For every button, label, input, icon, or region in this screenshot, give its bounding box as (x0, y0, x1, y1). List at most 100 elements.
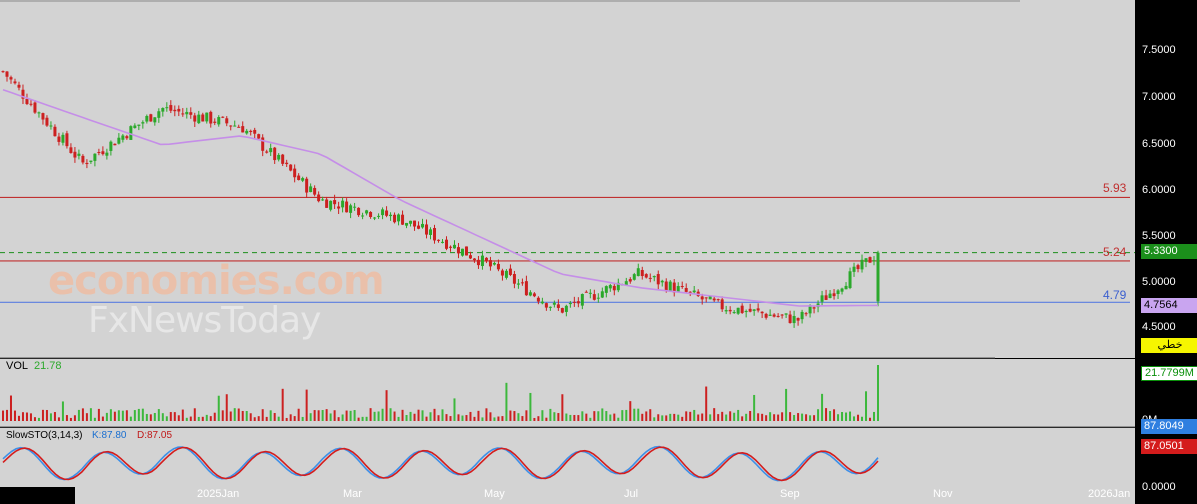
candle-body (840, 288, 844, 292)
volume-bar (69, 417, 72, 421)
price-axis-label: 6.5000 (1142, 138, 1176, 150)
volume-bar (465, 415, 468, 421)
candle-body (409, 220, 413, 224)
volume-bar (245, 411, 248, 421)
candle-body (437, 239, 441, 241)
volume-bar (633, 408, 636, 421)
volume-bar (141, 408, 144, 421)
candle-body (784, 313, 788, 315)
time-axis-label: Nov (933, 488, 953, 500)
volume-bar (541, 410, 544, 421)
volume-bar (517, 413, 520, 421)
candle-body (844, 285, 848, 290)
volume-bar (109, 409, 112, 421)
candle-body (129, 126, 133, 140)
candle-body (109, 141, 113, 151)
volume-bar (237, 408, 240, 421)
volume-bar (769, 412, 772, 421)
volume-bar (225, 394, 228, 421)
candle-body (285, 162, 289, 165)
candle-body (105, 152, 109, 156)
candle-body (125, 136, 129, 139)
candle-body (117, 137, 121, 144)
candle-body (417, 225, 421, 229)
candle-body (377, 215, 381, 217)
volume-bar (849, 411, 852, 421)
candle-body (804, 313, 808, 315)
volume-bar (429, 412, 432, 421)
volume-bar (745, 413, 748, 421)
candle-body (265, 151, 269, 153)
candle-body (113, 143, 117, 146)
volume-bar (309, 413, 312, 421)
candle-body (848, 271, 852, 289)
candle-body (201, 114, 205, 122)
candle-body (197, 114, 201, 124)
volume-bar (405, 414, 408, 421)
candle-body (365, 210, 369, 214)
candle-body (544, 303, 548, 308)
candle-body (65, 133, 69, 147)
volume-bar (845, 412, 848, 421)
candle-body (756, 308, 760, 311)
candle-body (528, 292, 532, 296)
volume-bar (253, 417, 256, 421)
candle-body (373, 217, 377, 219)
volume-panel (0, 359, 1135, 427)
candle-body (425, 224, 429, 235)
candle-body (500, 270, 504, 276)
candle-body (808, 305, 812, 314)
candle-body (225, 118, 229, 124)
volume-bar (337, 417, 340, 421)
volume-bar (637, 408, 640, 421)
chart-mode-button[interactable]: خطي (1141, 338, 1197, 353)
volume-bar (697, 414, 700, 421)
volume-bar (645, 411, 648, 421)
volume-bar (737, 409, 740, 421)
volume-bar (73, 415, 76, 421)
volume-value: 21.78 (34, 360, 62, 372)
volume-bar (49, 413, 52, 421)
volume-bar (385, 390, 388, 421)
volume-bar (497, 416, 500, 421)
volume-bar (349, 410, 352, 421)
candle-body (632, 274, 636, 280)
volume-bar (77, 409, 80, 421)
candle-body (317, 194, 321, 202)
volume-bar (481, 417, 484, 421)
stoch-d-label: D:87.05 (137, 430, 173, 441)
candle-body (516, 283, 520, 285)
volume-bar (657, 414, 660, 421)
volume-bar (373, 411, 376, 421)
candle-body (448, 246, 452, 248)
candle-body (77, 153, 81, 156)
candle-body (13, 81, 17, 84)
volume-bar (33, 417, 36, 421)
volume-bar (45, 409, 48, 421)
price-axis-label: 7.0000 (1142, 91, 1176, 103)
candle-body (648, 277, 652, 279)
candle-body (293, 168, 297, 178)
volume-bar (445, 414, 448, 421)
candle-body (536, 297, 540, 302)
candle-body (421, 223, 425, 228)
volume-bar (369, 408, 372, 421)
volume-bar (381, 408, 384, 421)
candle-body (628, 279, 632, 282)
candle-body (297, 175, 301, 181)
volume-bar (269, 410, 272, 421)
candle-body (616, 282, 620, 291)
candle-body (393, 214, 397, 223)
volume-bar (9, 395, 12, 421)
volume-bar (85, 413, 88, 421)
volume-bar (205, 414, 208, 421)
candle-body (277, 154, 281, 160)
volume-bar (341, 414, 344, 421)
volume-bar (53, 412, 56, 421)
candle-body (237, 126, 241, 128)
candle-body (21, 89, 25, 99)
candle-body (744, 311, 748, 313)
volume-bar (805, 414, 808, 421)
candle-body (680, 286, 684, 288)
